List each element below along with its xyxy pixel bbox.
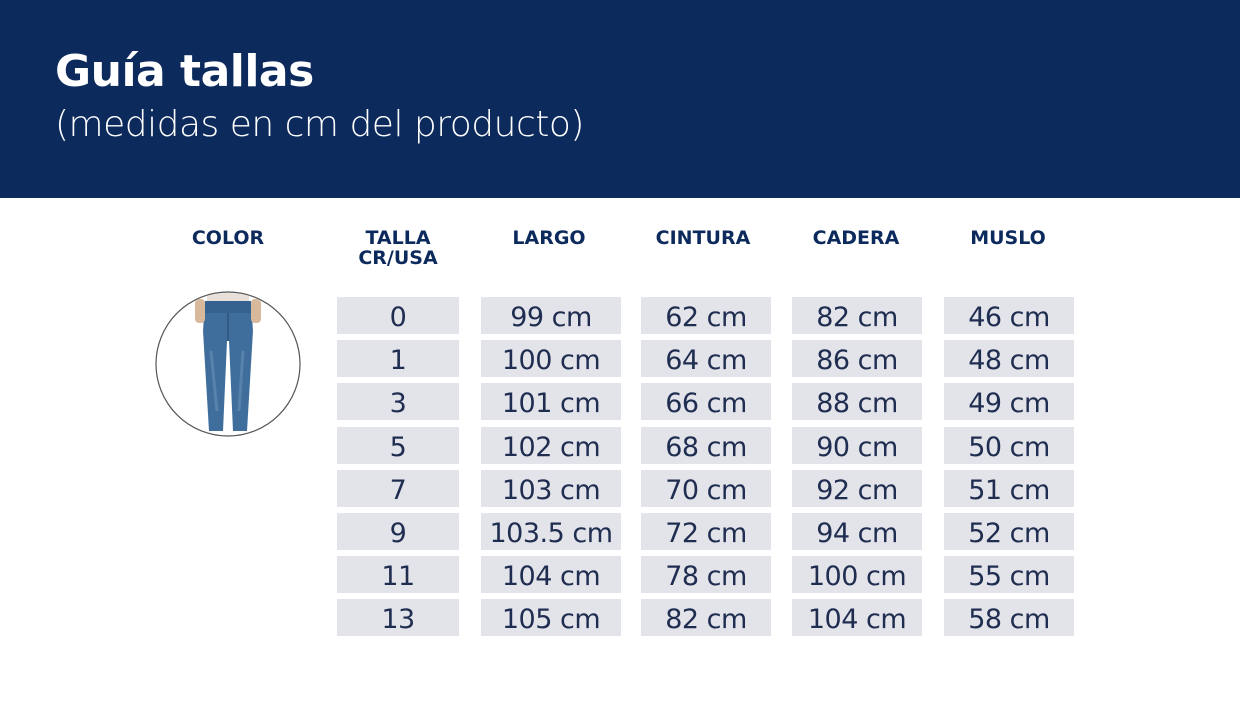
column-header: TALLA CR/USA (358, 227, 438, 269)
product-image (155, 291, 301, 437)
table-cell: 94 cm (792, 513, 922, 550)
table-cell: 82 cm (641, 599, 771, 637)
table-cell: 92 cm (792, 469, 922, 507)
table-cell: 0 (337, 297, 459, 334)
table-cell: 3 (337, 383, 459, 421)
table-cell: 52 cm (944, 513, 1074, 550)
column-header: LARGO (512, 227, 586, 249)
title: Guía tallas (55, 46, 314, 97)
table-cell: 1 (337, 340, 459, 378)
column-header: CADERA (812, 227, 900, 249)
table-cell: 100 cm (792, 556, 922, 594)
table-cell: 72 cm (641, 513, 771, 550)
table-cell: 64 cm (641, 340, 771, 378)
header-band (0, 0, 1240, 198)
table-cell: 70 cm (641, 469, 771, 507)
column-header: COLOR (191, 227, 265, 249)
table-cell: 13 (337, 599, 459, 637)
table-cell: 68 cm (641, 426, 771, 464)
table-cell: 11 (337, 556, 459, 594)
table-cell: 102 cm (481, 426, 621, 464)
table-cell: 55 cm (944, 556, 1074, 594)
table-cell: 5 (337, 426, 459, 464)
table-cell: 66 cm (641, 383, 771, 421)
subtitle: (medidas en cm del producto) (55, 104, 584, 145)
table-cell: 99 cm (481, 297, 621, 334)
table-cell: 104 cm (792, 599, 922, 637)
table-cell: 62 cm (641, 297, 771, 334)
table-cell: 58 cm (944, 599, 1074, 637)
column-header: CINTURA (655, 227, 751, 249)
table-cell: 105 cm (481, 599, 621, 637)
table-cell: 48 cm (944, 340, 1074, 378)
table-cell: 103 cm (481, 469, 621, 507)
table-cell: 82 cm (792, 297, 922, 334)
table-cell: 78 cm (641, 556, 771, 594)
table-cell: 9 (337, 513, 459, 550)
table-cell: 46 cm (944, 297, 1074, 334)
table-cell: 51 cm (944, 469, 1074, 507)
table-cell: 100 cm (481, 340, 621, 378)
table-cell: 88 cm (792, 383, 922, 421)
table-cell: 86 cm (792, 340, 922, 378)
table-cell: 103.5 cm (481, 513, 621, 550)
table-cell: 101 cm (481, 383, 621, 421)
column-header: MUSLO (970, 227, 1046, 249)
table-cell: 90 cm (792, 426, 922, 464)
table-cell: 49 cm (944, 383, 1074, 421)
table-cell: 50 cm (944, 426, 1074, 464)
table-cell: 7 (337, 469, 459, 507)
table-cell: 104 cm (481, 556, 621, 594)
